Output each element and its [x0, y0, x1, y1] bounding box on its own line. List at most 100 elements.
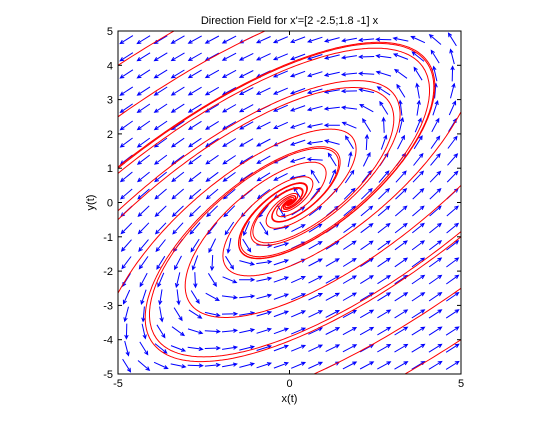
field-arrow: [256, 138, 271, 147]
y-tick-label: -5: [103, 369, 113, 381]
field-arrow: [153, 120, 168, 131]
field-arrow: [450, 65, 455, 82]
field-arrow: [156, 324, 166, 339]
field-arrow: [119, 171, 133, 183]
field-arrow: [289, 139, 306, 146]
field-arrow: [255, 53, 271, 61]
field-arrow: [121, 256, 132, 270]
field-arrow: [449, 48, 455, 65]
field-arrow: [359, 326, 375, 336]
field-arrow: [136, 103, 151, 114]
field-arrow: [273, 344, 289, 352]
field-arrow: [360, 275, 374, 285]
field-arrow: [379, 100, 389, 115]
field-arrow: [394, 292, 409, 302]
field-arrow: [359, 361, 375, 370]
field-arrow: [223, 205, 236, 218]
field-arrow: [394, 205, 408, 217]
field-arrow: [306, 88, 323, 95]
field-arrow: [432, 65, 438, 82]
field-arrow: [171, 171, 185, 183]
field-arrow: [358, 37, 375, 43]
field-arrow: [187, 52, 202, 61]
field-arrow: [272, 104, 288, 112]
field-arrow: [238, 87, 254, 96]
field-arrow: [137, 360, 151, 372]
field-arrow: [308, 223, 323, 233]
field-arrow: [289, 105, 306, 112]
field-arrow: [204, 86, 220, 96]
field-arrow: [359, 309, 375, 319]
field-arrow: [359, 104, 374, 113]
field-arrow: [358, 54, 375, 60]
field-arrow: [187, 35, 202, 44]
field-arrow: [289, 87, 306, 95]
y-tick-label: 3: [107, 95, 113, 107]
field-arrow: [447, 153, 459, 166]
field-arrow: [377, 344, 392, 353]
field-arrow: [272, 87, 288, 95]
field-arrow: [256, 327, 272, 334]
field-arrow: [272, 53, 288, 61]
field-arrow: [308, 344, 324, 352]
field-arrow: [411, 326, 426, 336]
field-arrow: [222, 171, 236, 182]
field-arrow: [307, 36, 323, 43]
field-arrow: [291, 293, 307, 301]
field-arrow: [256, 155, 271, 164]
field-arrow: [273, 242, 290, 249]
field-arrow: [358, 71, 375, 76]
field-arrow: [448, 117, 458, 132]
field-arrow: [171, 188, 185, 200]
field-arrow: [413, 66, 423, 81]
field-arrow: [221, 69, 237, 78]
field-arrow: [153, 361, 169, 370]
field-arrow: [325, 309, 341, 318]
field-arrow: [119, 120, 133, 131]
field-arrow: [291, 310, 307, 318]
field-arrow: [124, 323, 129, 340]
field-arrow: [377, 326, 392, 336]
x-tick-label: -5: [113, 378, 123, 390]
field-arrow: [377, 292, 392, 302]
field-arrow: [153, 103, 168, 113]
field-arrow: [170, 69, 185, 79]
trajectories: [118, 31, 461, 374]
field-arrow: [243, 221, 250, 237]
y-tick-label: -1: [103, 232, 113, 244]
field-arrow: [308, 361, 324, 369]
field-arrow: [191, 255, 199, 271]
field-arrow: [308, 275, 323, 284]
field-arrow: [121, 273, 131, 288]
field-arrow: [307, 71, 323, 78]
field-arrow: [174, 272, 181, 289]
axis-ticks: -5 0 5 -5 -4 -3 -2 -1 0 1 2 3 4 5: [103, 26, 464, 390]
field-arrow: [325, 292, 341, 301]
field-arrow: [381, 116, 386, 133]
field-arrow: [154, 205, 167, 217]
field-arrow: [375, 54, 392, 59]
field-arrow: [136, 52, 151, 62]
field-arrow: [394, 309, 409, 319]
field-arrow: [204, 35, 220, 44]
field-arrow: [340, 55, 357, 60]
field-arrow: [342, 309, 358, 319]
field-arrow: [139, 272, 148, 288]
field-arrow: [289, 70, 306, 78]
field-arrow: [154, 171, 168, 183]
field-arrow: [431, 117, 440, 133]
field-arrow: [138, 239, 149, 252]
field-arrow: [256, 276, 273, 282]
field-arrow: [155, 239, 166, 253]
field-arrow: [306, 105, 323, 112]
field-arrow: [170, 86, 185, 96]
field-arrow: [206, 205, 219, 218]
field-arrow: [345, 135, 354, 150]
field-arrow: [255, 36, 271, 44]
field-arrow: [290, 36, 306, 44]
field-arrow: [242, 238, 252, 253]
field-arrow: [222, 362, 238, 368]
field-arrow: [170, 52, 185, 62]
field-arrow: [323, 123, 340, 128]
field-arrow: [255, 87, 271, 95]
